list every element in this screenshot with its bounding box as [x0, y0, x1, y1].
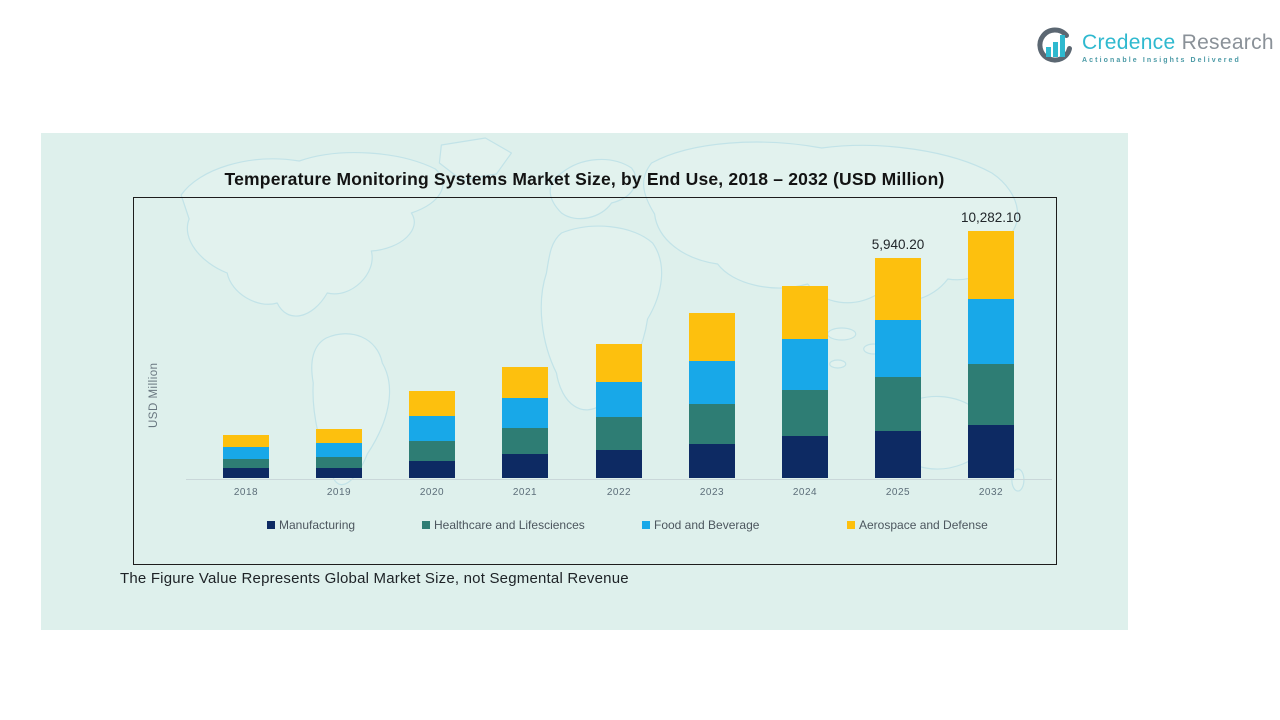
bar-2022-segment-manufacturing: [596, 450, 642, 478]
bar-2018-segment-manufacturing: [223, 468, 269, 478]
bar-2032-segment-manufacturing: [968, 425, 1014, 478]
bar-2024-segment-manufacturing: [782, 436, 828, 478]
x-axis-line: [186, 479, 1052, 480]
bar-2019-segment-healthcare-and-lifesciences: [316, 457, 362, 468]
total-label-2025: 5,940.20: [871, 237, 925, 252]
bar-2022-segment-healthcare-and-lifesciences: [596, 417, 642, 450]
legend-item-manufacturing: Manufacturing: [267, 518, 355, 532]
brand-name: Credence Research: [1082, 31, 1274, 55]
bar-2024-segment-food-and-beverage: [782, 339, 828, 390]
brand-secondary: Research: [1181, 30, 1274, 54]
bar-2022: [596, 344, 642, 478]
chart-title: Temperature Monitoring Systems Market Si…: [224, 169, 945, 189]
bar-2020-segment-healthcare-and-lifesciences: [409, 441, 455, 461]
chart-panel: Temperature Monitoring Systems Market Si…: [41, 133, 1128, 630]
brand-tagline: Actionable Insights Delivered: [1082, 56, 1241, 64]
bar-2018-segment-healthcare-and-lifesciences: [223, 459, 269, 468]
x-tick-2032: 2032: [978, 487, 1004, 498]
bar-2023-segment-healthcare-and-lifesciences: [689, 404, 735, 444]
legend-item-food-and-beverage: Food and Beverage: [642, 518, 759, 532]
bar-2021: [502, 367, 548, 478]
bar-2023-segment-food-and-beverage: [689, 361, 735, 404]
logo: Credence Research Actionable Insights De…: [1035, 27, 1274, 67]
legend-label: Manufacturing: [279, 518, 356, 532]
legend-swatch-icon: [642, 521, 650, 529]
bar-2019-segment-aerospace-and-defense: [316, 429, 362, 443]
bar-2025-segment-aerospace-and-defense: [875, 258, 921, 320]
bar-2032: [968, 231, 1014, 478]
x-tick-2021: 2021: [512, 487, 538, 498]
bar-2020-segment-manufacturing: [409, 461, 455, 478]
bar-2019: [316, 429, 362, 478]
x-tick-2024: 2024: [792, 487, 818, 498]
legend-label: Aerospace and Defense: [859, 518, 988, 532]
bar-2018: [223, 435, 269, 478]
bar-2024-segment-healthcare-and-lifesciences: [782, 390, 828, 436]
bar-2032-segment-healthcare-and-lifesciences: [968, 364, 1014, 425]
legend-label: Food and Beverage: [654, 518, 760, 532]
bar-2020-segment-food-and-beverage: [409, 416, 455, 441]
x-tick-2019: 2019: [326, 487, 352, 498]
legend-swatch-icon: [422, 521, 430, 529]
bar-2023: [689, 313, 735, 478]
world-map-watermark: [180, 137, 1025, 492]
bar-2025-segment-manufacturing: [875, 431, 921, 478]
bar-2020: [409, 391, 455, 478]
bar-2025: [875, 258, 921, 478]
bar-2021-segment-aerospace-and-defense: [502, 367, 548, 398]
brand-primary: Credence: [1082, 30, 1176, 54]
legend-label: Healthcare and Lifesciences: [434, 518, 585, 532]
bar-2021-segment-food-and-beverage: [502, 398, 548, 428]
legend-swatch-icon: [267, 521, 275, 529]
total-label-2032: 10,282.10: [960, 210, 1022, 225]
x-tick-2020: 2020: [419, 487, 445, 498]
bar-2024: [782, 286, 828, 478]
x-tick-2022: 2022: [606, 487, 632, 498]
bar-2023-segment-manufacturing: [689, 444, 735, 478]
chart-footnote: The Figure Value Represents Global Marke…: [120, 570, 629, 587]
bar-2032-segment-food-and-beverage: [968, 299, 1014, 364]
x-tick-2023: 2023: [699, 487, 725, 498]
bar-2019-segment-manufacturing: [316, 468, 362, 478]
x-tick-2018: 2018: [233, 487, 259, 498]
bar-2022-segment-food-and-beverage: [596, 382, 642, 417]
legend-item-aerospace-and-defense: Aerospace and Defense: [847, 518, 988, 532]
plot-area: USD Million 2018 2019 2020 2021 2022 2023 2024…: [133, 197, 1057, 565]
bar-2019-segment-food-and-beverage: [316, 443, 362, 457]
bar-2025-segment-food-and-beverage: [875, 320, 921, 377]
bar-2021-segment-healthcare-and-lifesciences: [502, 428, 548, 454]
bar-2020-segment-aerospace-and-defense: [409, 391, 455, 416]
bar-2023-segment-aerospace-and-defense: [689, 313, 735, 361]
x-tick-2025: 2025: [885, 487, 911, 498]
bar-2024-segment-aerospace-and-defense: [782, 286, 828, 339]
legend-item-healthcare-and-lifesciences: Healthcare and Lifesciences: [422, 518, 585, 532]
bar-2021-segment-manufacturing: [502, 454, 548, 478]
bar-2025-segment-healthcare-and-lifesciences: [875, 377, 921, 431]
bar-2032-segment-aerospace-and-defense: [968, 231, 1014, 299]
y-axis-label: USD Million: [148, 362, 160, 428]
bar-chart-icon: [1035, 27, 1075, 67]
bar-2022-segment-aerospace-and-defense: [596, 344, 642, 382]
legend-swatch-icon: [847, 521, 855, 529]
logo-text: Credence Research Actionable Insights De…: [1082, 31, 1274, 64]
bar-2018-segment-food-and-beverage: [223, 447, 269, 459]
bar-2018-segment-aerospace-and-defense: [223, 435, 269, 447]
